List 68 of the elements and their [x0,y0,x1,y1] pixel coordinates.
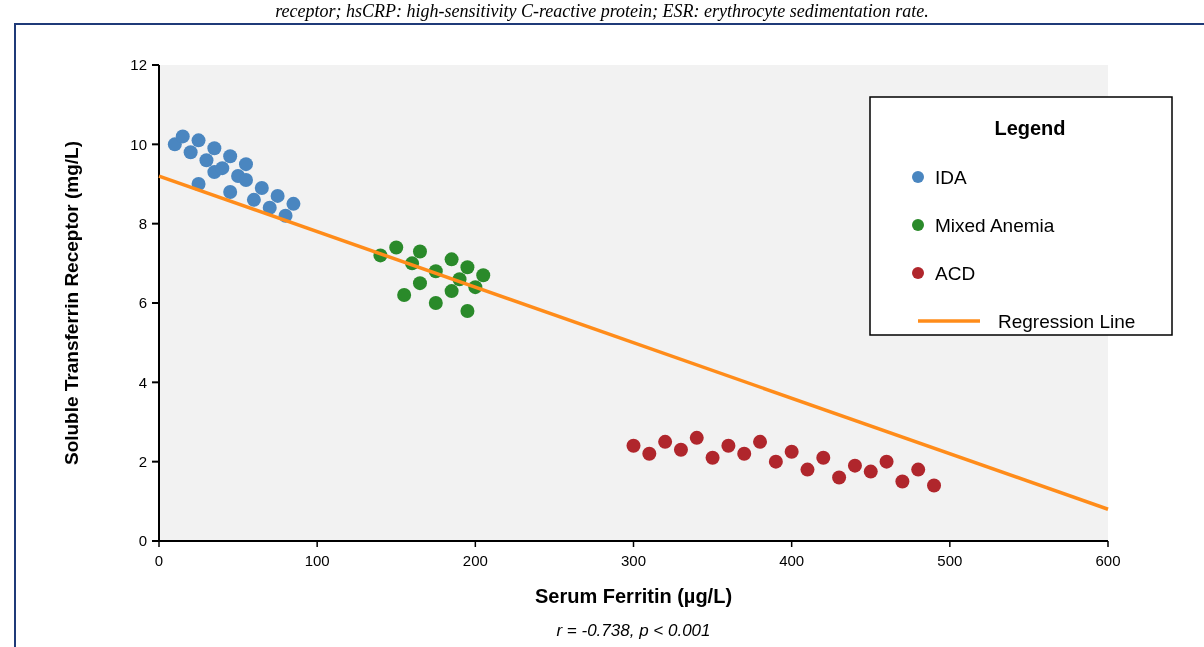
point [863,464,878,479]
x-tick-label: 600 [1095,552,1121,569]
y-tick-label: 0 [138,532,147,550]
x-tick-label: 300 [620,552,647,569]
point [768,454,783,469]
point [444,284,459,299]
point [246,192,261,207]
x-tick-label: 200 [462,552,488,569]
point [199,153,214,168]
point [191,133,206,148]
point [832,470,847,485]
text: receptor; hsCRP: high-sensitivity C-reactive protein; ESR: erythrocyte sedimentation rate. [275,1,929,21]
point [460,303,475,318]
y-tick-label: 2 [138,452,147,470]
point [207,141,222,156]
point [879,454,894,469]
point [911,462,926,477]
legend-label: Mixed Anemia [935,214,1055,236]
legend-label: IDA [935,166,967,188]
point [183,145,198,160]
y-tick-label: 12 [130,56,147,74]
point [642,446,657,461]
point [476,268,491,283]
x-tick-label: 500 [937,552,963,569]
x-axis-title: Serum Ferritin (µg/L) [534,585,733,607]
point [270,188,285,203]
point [215,161,230,176]
point [254,180,269,195]
point [673,442,688,457]
x-tick-label: 400 [779,552,805,569]
point [626,438,641,453]
y-tick-label: 4 [138,373,147,391]
point [721,438,736,453]
y-tick-label: 8 [138,214,147,232]
point [412,244,427,259]
point [428,296,443,310]
point [238,157,253,172]
point [800,462,815,477]
point [784,444,799,459]
point [689,430,704,445]
point [412,276,427,291]
point [444,252,459,267]
point [658,434,673,449]
point [238,173,253,188]
point [737,446,752,461]
point [895,474,910,489]
point [223,149,238,164]
text: r = -0.738, p < 0.001 [556,621,711,640]
y-tick-label: 6 [138,294,147,312]
point [262,200,277,215]
point [389,240,404,255]
x-tick-label: 0 [154,552,164,569]
point [847,458,862,473]
point [460,260,475,275]
x-tick-label: 100 [304,552,330,569]
point [223,184,238,199]
point [753,434,768,449]
point [816,450,831,465]
y-tick-label: 10 [130,135,147,153]
point [705,450,720,465]
point [927,478,942,493]
point [397,288,412,303]
legend-title: Legend [994,117,1066,139]
legend-label: Regression Line [998,310,1136,332]
point [286,196,301,211]
y-axis-title: Soluble Transferrin Receptor (mg/L) [61,140,82,466]
legend-label: ACD [935,262,976,284]
point [175,129,190,144]
